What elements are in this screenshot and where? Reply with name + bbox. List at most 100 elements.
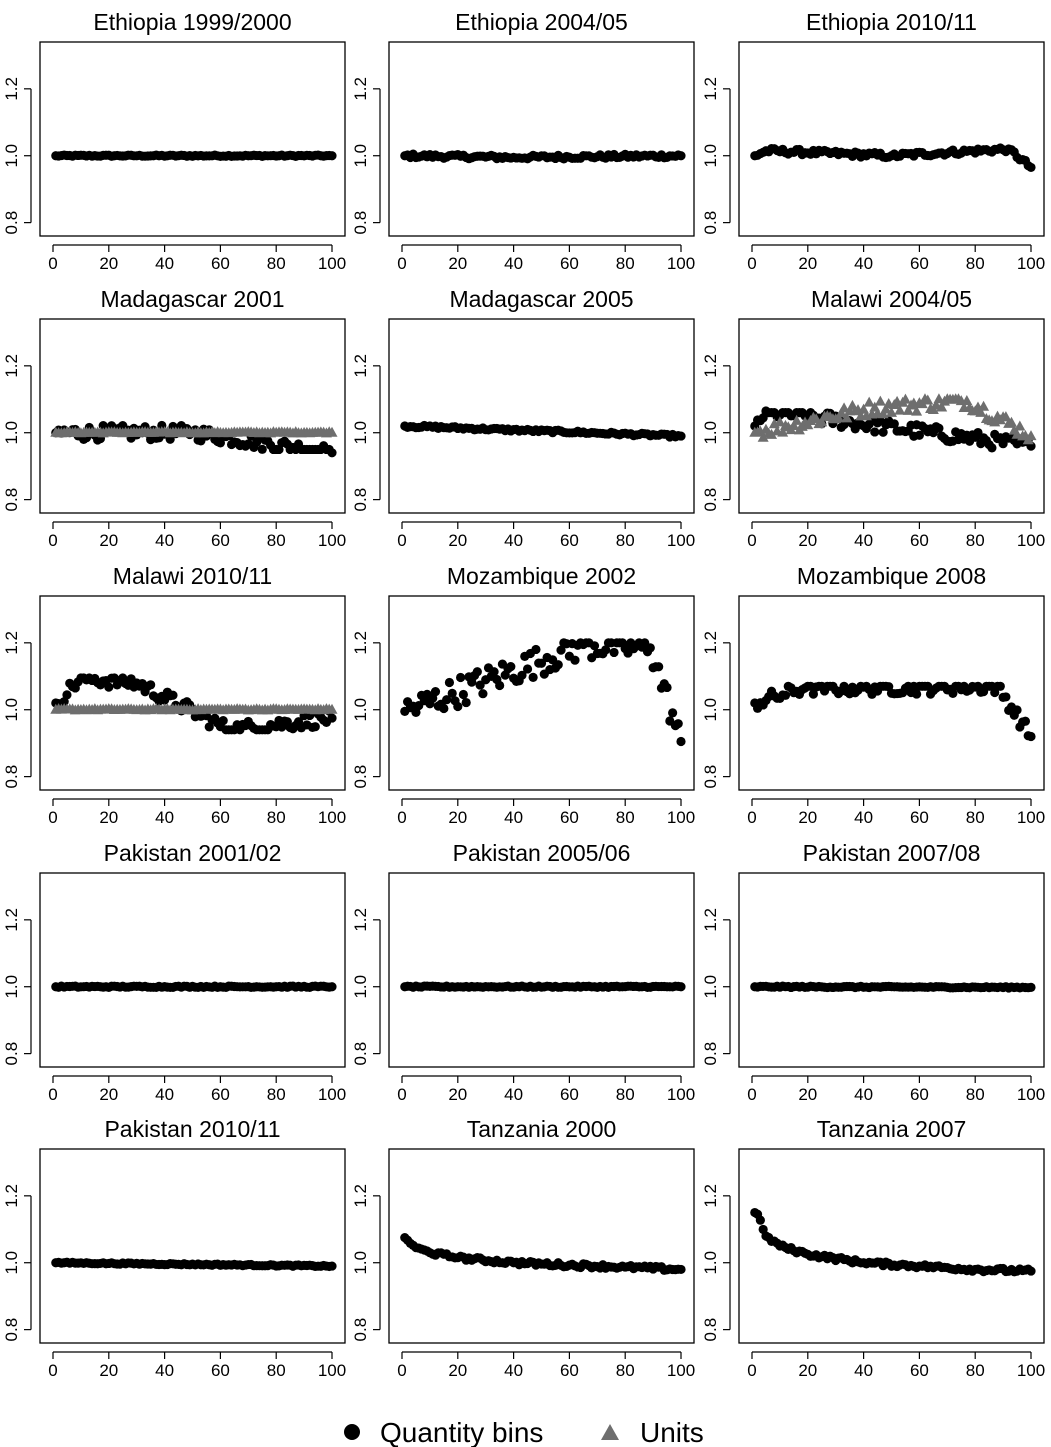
panel: Malawi 2004/05 0 20 40 60 80 100 0.8 1.0 1.2 (701, 286, 1045, 550)
quantity-bins-point (676, 736, 686, 747)
x-tick-label: 0 (48, 1085, 57, 1104)
quantity-bins-point (528, 672, 538, 682)
quantity-bins-point (430, 686, 441, 697)
y-tick-label: 1.2 (2, 77, 21, 101)
x-tick-label: 0 (48, 254, 57, 273)
plot-frame (39, 41, 346, 237)
x-tick-label: 100 (1017, 531, 1045, 550)
x-tick-label: 80 (267, 1085, 286, 1104)
panel-title: Mozambique 2002 (447, 563, 636, 589)
x-tick-label: 100 (667, 1361, 695, 1380)
y-tick-label: 1.2 (701, 631, 720, 655)
x-tick-label: 60 (211, 531, 230, 550)
y-tick-label: 1.2 (2, 354, 21, 378)
quantity-bins-point (168, 690, 178, 700)
x-tick-label: 40 (854, 808, 873, 827)
legend-circle-marker (344, 1424, 360, 1440)
y-tick-label: 0.8 (2, 1318, 21, 1342)
x-tick-label: 100 (667, 1085, 695, 1104)
x-tick-label: 80 (616, 254, 635, 273)
y-tick-label: 0.8 (2, 765, 21, 789)
y-tick-label: 1.0 (701, 698, 720, 722)
quantity-bins-point (455, 672, 466, 683)
quantity-bins-point (531, 644, 541, 655)
y-tick-label: 0.8 (701, 211, 720, 235)
plot-frame (388, 595, 695, 791)
quantity-bins-point (442, 695, 452, 705)
x-tick-label: 60 (211, 254, 230, 273)
quantity-bins-point (755, 1215, 765, 1225)
x-tick-label: 60 (560, 531, 579, 550)
quantity-bins-point (673, 719, 683, 729)
panel-title: Tanzania 2007 (817, 1116, 967, 1142)
x-tick-label: 80 (966, 808, 985, 827)
x-tick-label: 80 (616, 808, 635, 827)
panel-title: Pakistan 2010/11 (104, 1116, 280, 1142)
quantity-bins-point (1020, 716, 1031, 726)
x-tick-label: 80 (267, 1361, 286, 1380)
x-tick-label: 80 (267, 531, 286, 550)
quantity-bins-point (472, 667, 482, 677)
units-point (757, 431, 769, 442)
quantity-bins-point (447, 688, 457, 698)
units-point (880, 403, 892, 414)
x-tick-label: 60 (560, 254, 579, 273)
quantity-bins-point (506, 662, 516, 672)
quantity-bins-point (204, 722, 214, 732)
x-tick-label: 100 (667, 254, 695, 273)
y-tick-label: 1.2 (351, 77, 370, 101)
units-point (978, 400, 990, 411)
x-tick-label: 0 (397, 254, 406, 273)
x-tick-label: 40 (155, 1085, 174, 1104)
x-tick-label: 40 (504, 254, 523, 273)
units-point (886, 406, 897, 417)
legend-label-quantity-bins: Quantity bins (380, 1417, 543, 1447)
quantity-bins-point (536, 658, 547, 668)
x-tick-label: 40 (155, 531, 174, 550)
plot-frame (39, 1148, 346, 1344)
units-point (777, 426, 789, 437)
units-point (791, 414, 803, 425)
panel: Madagascar 2001 0 20 40 60 80 100 0.8 1.0 1.2 (2, 286, 346, 550)
quantity-bins-point (808, 689, 818, 699)
quantity-bins-point (553, 660, 563, 670)
units-point (841, 412, 853, 423)
y-tick-label: 1.0 (701, 144, 720, 168)
x-tick-label: 60 (910, 254, 929, 273)
y-tick-label: 0.8 (351, 765, 370, 789)
x-tick-label: 100 (318, 808, 346, 827)
quantity-bins-point (609, 647, 619, 658)
x-tick-label: 20 (99, 1085, 118, 1104)
legend-label-units: Units (640, 1417, 704, 1447)
quantity-bins-point (517, 670, 527, 680)
plot-frame (738, 595, 1045, 791)
x-tick-label: 40 (504, 531, 523, 550)
quantity-bins-point (676, 151, 686, 161)
y-tick-label: 0.8 (701, 1042, 720, 1066)
quantity-bins-point (676, 431, 686, 441)
y-tick-label: 1.0 (2, 421, 21, 445)
y-tick-label: 1.0 (701, 975, 720, 999)
y-tick-label: 0.8 (701, 765, 720, 789)
quantity-bins-point (104, 682, 114, 692)
y-tick-label: 1.0 (701, 421, 720, 445)
panel: Pakistan 2001/02 0 20 40 60 80 100 0.8 1.0 1.2 (2, 840, 346, 1104)
x-tick-label: 0 (747, 254, 756, 273)
y-tick-label: 1.2 (701, 1184, 720, 1208)
panel-title: Pakistan 2001/02 (104, 840, 282, 866)
quantity-bins-point (218, 716, 228, 726)
legend: Quantity bins Units (344, 1417, 704, 1447)
quantity-bins-point (522, 664, 533, 674)
quantity-bins-point (458, 689, 468, 700)
x-tick-label: 100 (1017, 1361, 1045, 1380)
panel: Tanzania 2000 0 20 40 60 80 100 0.8 1.0 1.2 (351, 1116, 695, 1380)
x-tick-label: 60 (560, 1361, 579, 1380)
plot-frame (39, 872, 346, 1068)
x-tick-label: 100 (1017, 1085, 1045, 1104)
quantity-bins-point (327, 1261, 337, 1271)
x-tick-label: 20 (99, 1361, 118, 1380)
quantity-bins-point (676, 982, 686, 992)
quantity-bins-point (327, 982, 337, 992)
x-tick-label: 60 (910, 808, 929, 827)
